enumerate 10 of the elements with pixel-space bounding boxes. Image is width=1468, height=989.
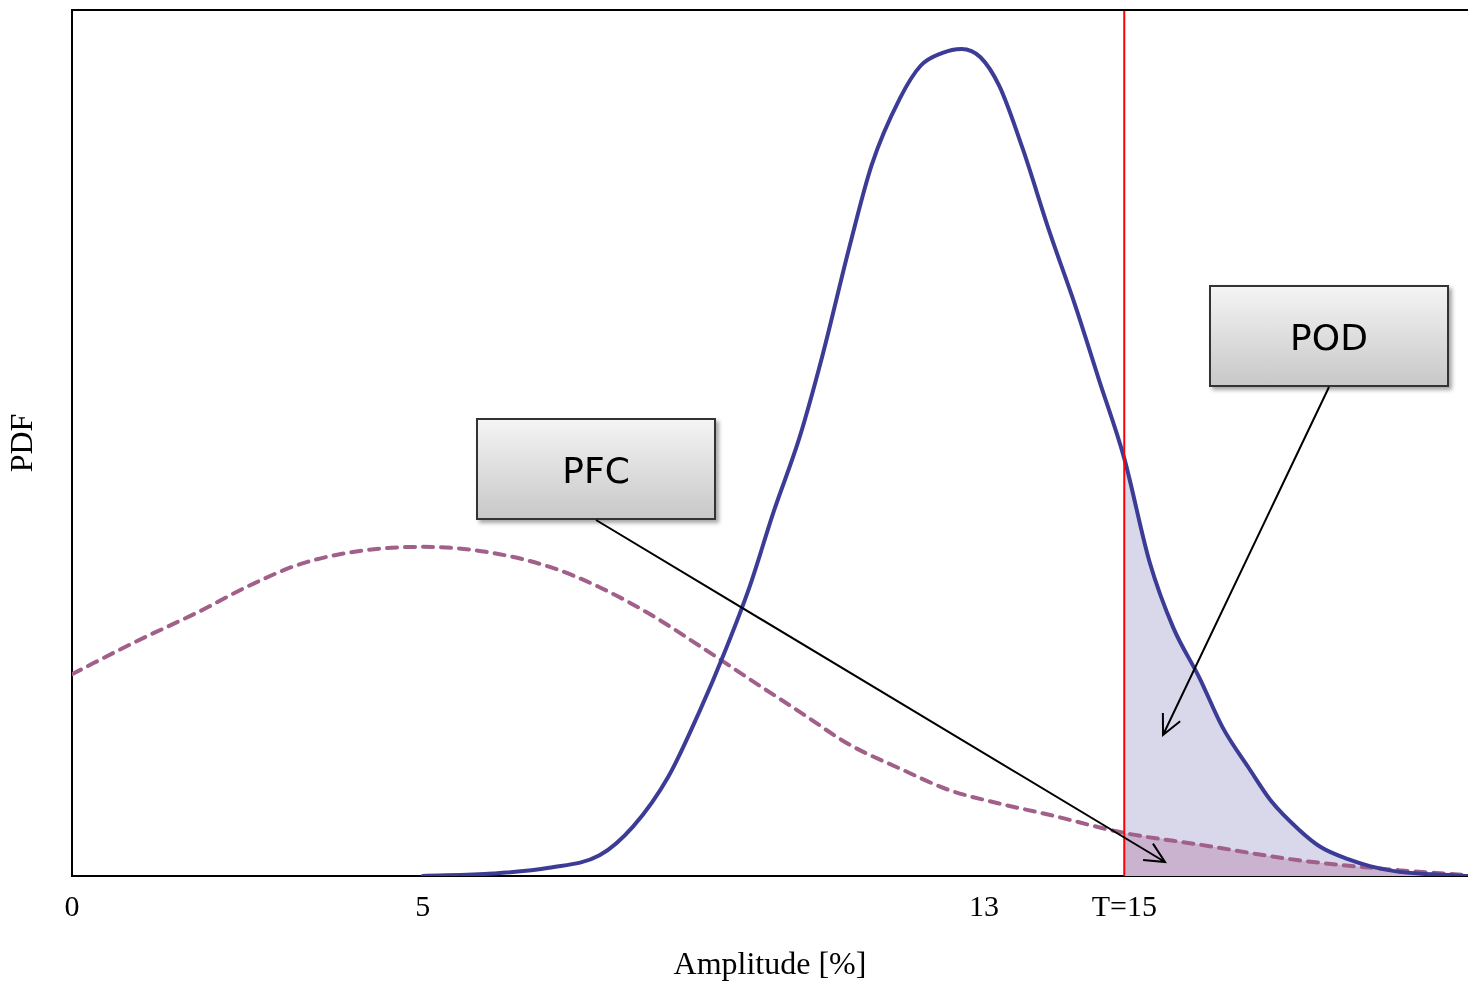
x-tick-label: T=15 xyxy=(1091,888,1157,922)
x-tick-label: 5 xyxy=(415,888,431,922)
annotation: POD xyxy=(1289,317,1369,358)
annotation: PFC xyxy=(561,450,631,491)
callout-box: PFC xyxy=(476,418,716,520)
x-axis-title: Amplitude [%] xyxy=(673,945,867,982)
callout-box: POD xyxy=(1209,285,1449,387)
x-tick-label: 13 xyxy=(968,888,999,922)
y-axis-title: PDF xyxy=(2,413,39,473)
x-tick-label: 0 xyxy=(64,888,80,922)
